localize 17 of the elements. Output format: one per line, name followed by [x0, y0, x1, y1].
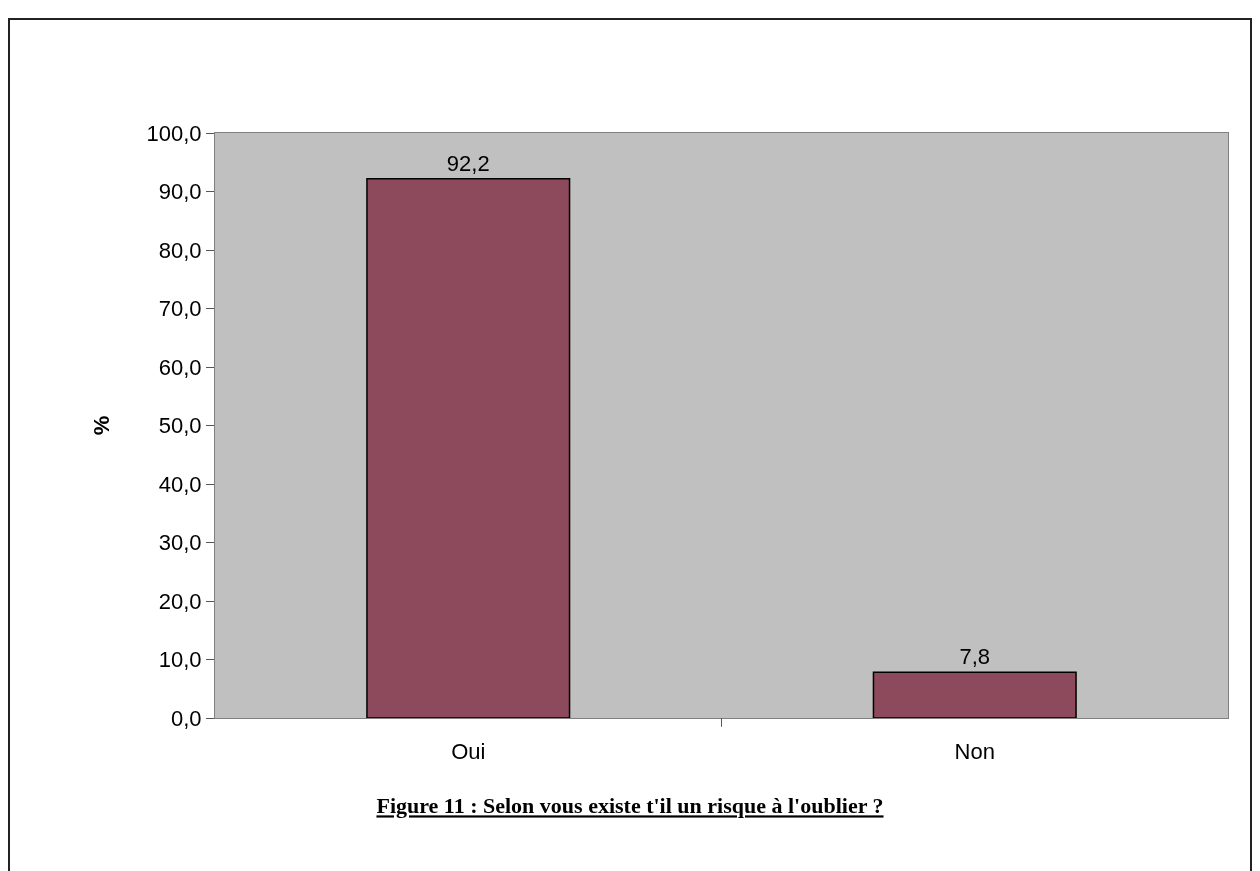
- y-tick-label: 10,0: [158, 647, 202, 673]
- y-axis-title: %: [89, 415, 115, 436]
- y-tick-label: 40,0: [158, 471, 202, 497]
- y-tick-label: 100,0: [146, 120, 202, 146]
- y-tick-label: 90,0: [158, 179, 202, 205]
- y-tick-label: 20,0: [158, 588, 202, 614]
- y-tick-label: 80,0: [158, 237, 202, 263]
- y-tick-label: 60,0: [158, 354, 202, 380]
- x-tick-label: Non: [954, 739, 995, 765]
- y-tick-label: 50,0: [158, 413, 202, 439]
- y-tick-label: 0,0: [171, 705, 202, 731]
- y-tick-label: 70,0: [158, 296, 202, 322]
- text: Figure 11 : Selon vous existe t'il un risque à l'oublier ?: [376, 793, 884, 819]
- data-label: 7,8: [959, 644, 991, 670]
- data-label: 92,2: [446, 150, 490, 176]
- y-tick-label: 30,0: [158, 530, 202, 556]
- x-tick-label: Oui: [451, 739, 486, 765]
